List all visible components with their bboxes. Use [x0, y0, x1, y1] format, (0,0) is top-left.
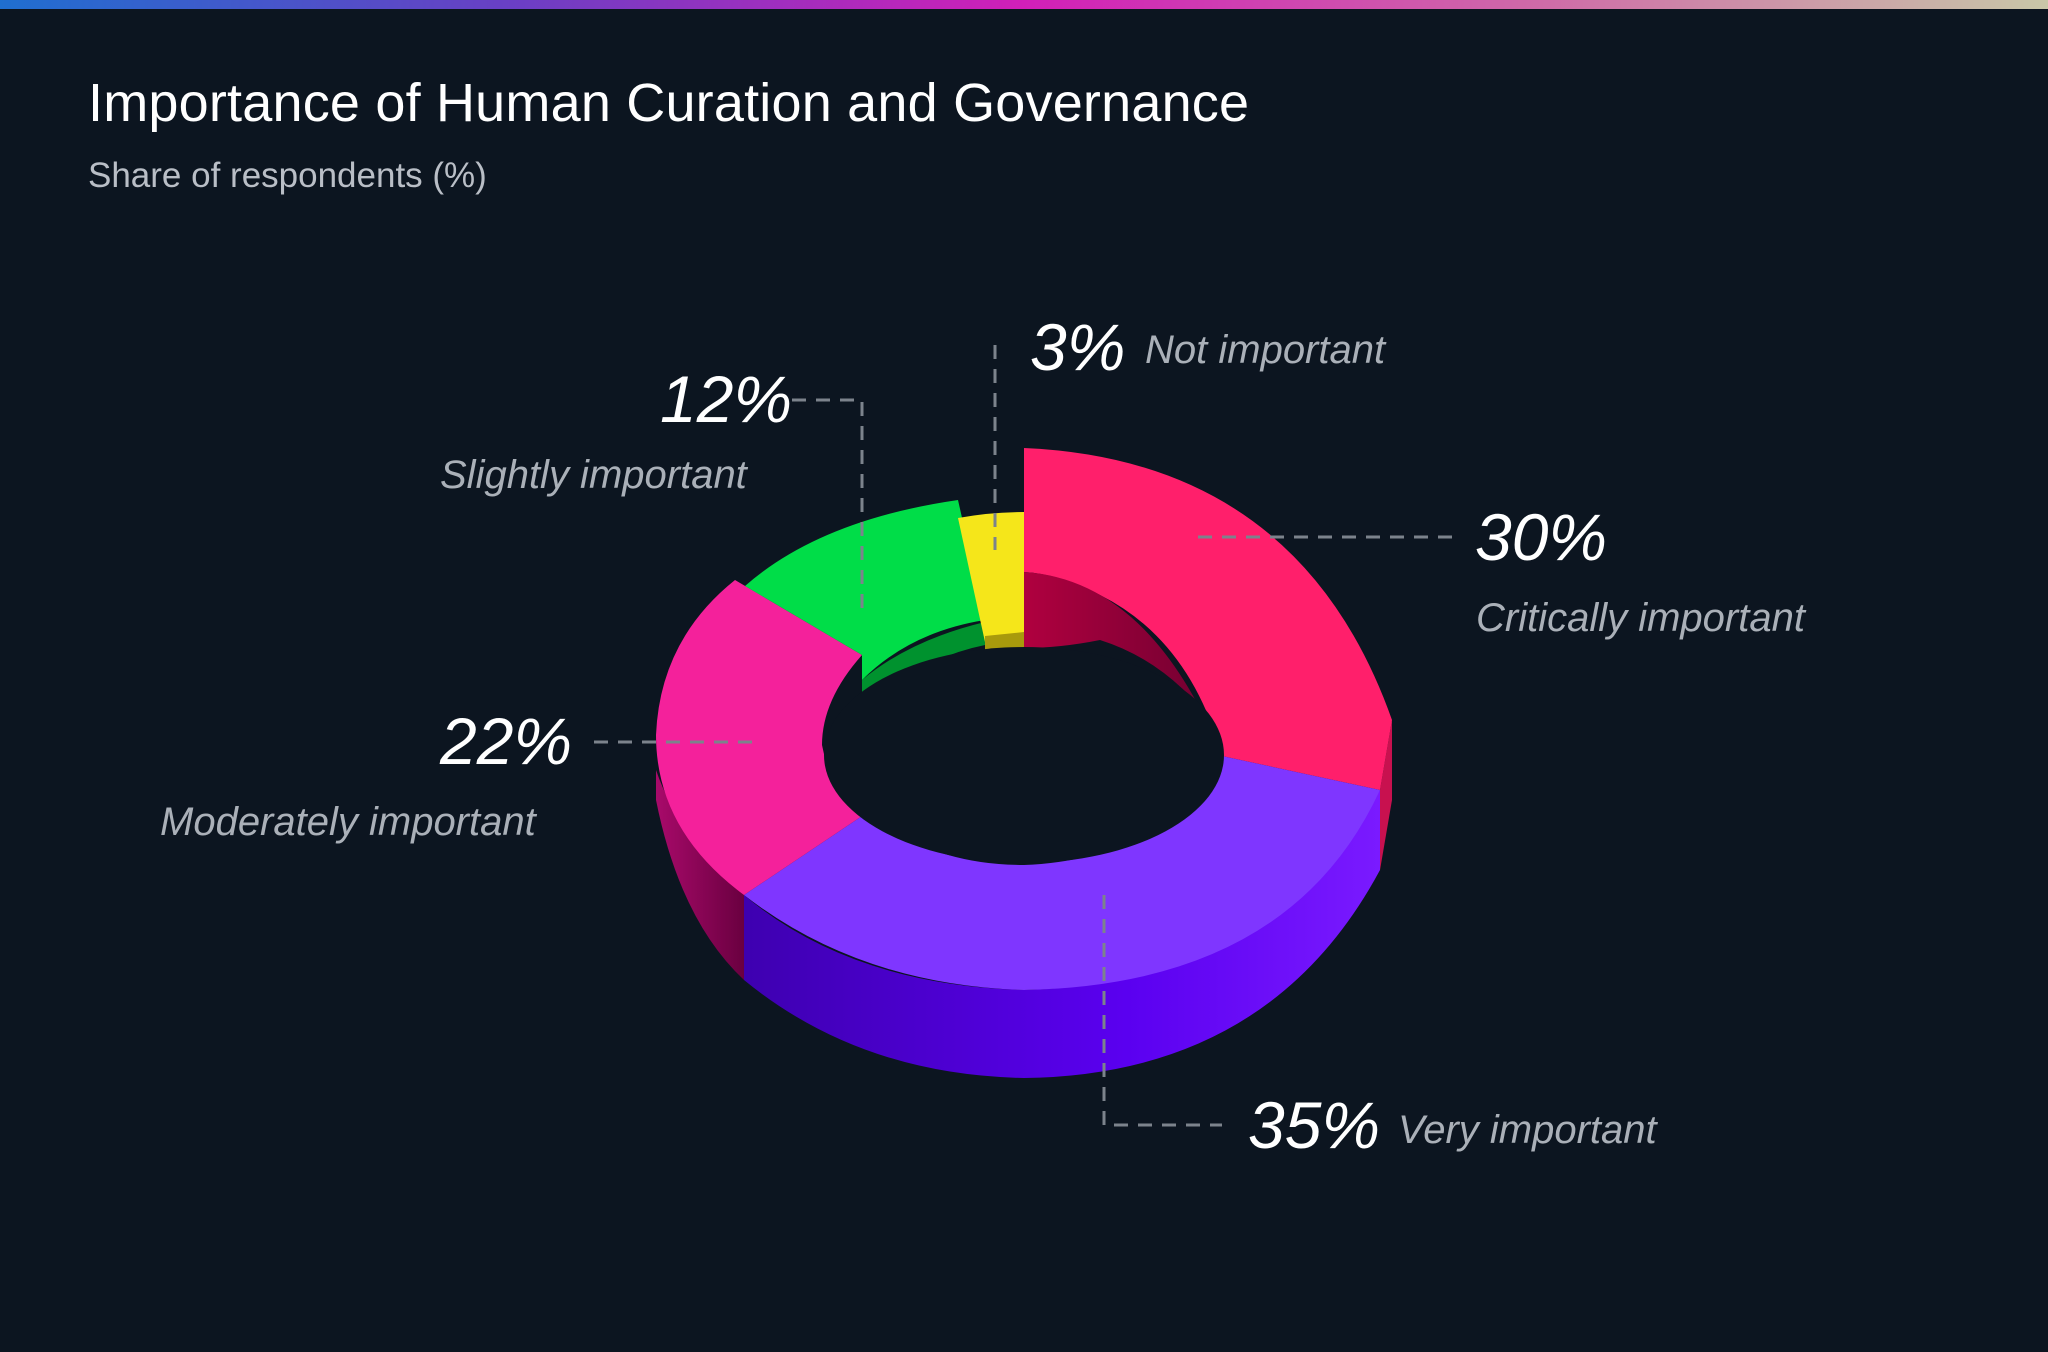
leader-very: [1102, 895, 1222, 1127]
value-critically: 30%: [1475, 500, 1608, 574]
value-moderately: 22%: [440, 704, 573, 778]
value-very: 35%: [1248, 1088, 1381, 1162]
slice-critically-inner: [1024, 572, 1222, 756]
value-slightly: 12%: [660, 362, 793, 436]
slice-not-inner: [985, 632, 1024, 650]
slice-very-side: [744, 790, 1380, 1078]
label-critically: Critically important: [1476, 596, 1805, 640]
slice-slightly: [745, 500, 985, 680]
label-slightly: Slightly important: [440, 453, 747, 497]
chart-subtitle: Share of respondents (%): [88, 156, 487, 195]
slice-very: [744, 756, 1380, 990]
slice-not: [958, 512, 1024, 642]
label-moderately: Moderately important: [160, 800, 536, 844]
leader-lines: [594, 345, 1460, 1127]
label-not: Not important: [1145, 328, 1386, 372]
slice-critically: [1024, 448, 1392, 790]
label-very: Very important: [1398, 1108, 1657, 1152]
gradient-top-bar: [0, 0, 2048, 9]
slice-critically-side: [1380, 720, 1392, 870]
slice-moderately: [656, 580, 868, 895]
donut-hole: [824, 647, 1224, 863]
chart-title: Importance of Human Curation and Governa…: [88, 73, 1250, 133]
slice-slightly-inner: [862, 622, 985, 720]
value-not: 3%: [1030, 310, 1126, 384]
